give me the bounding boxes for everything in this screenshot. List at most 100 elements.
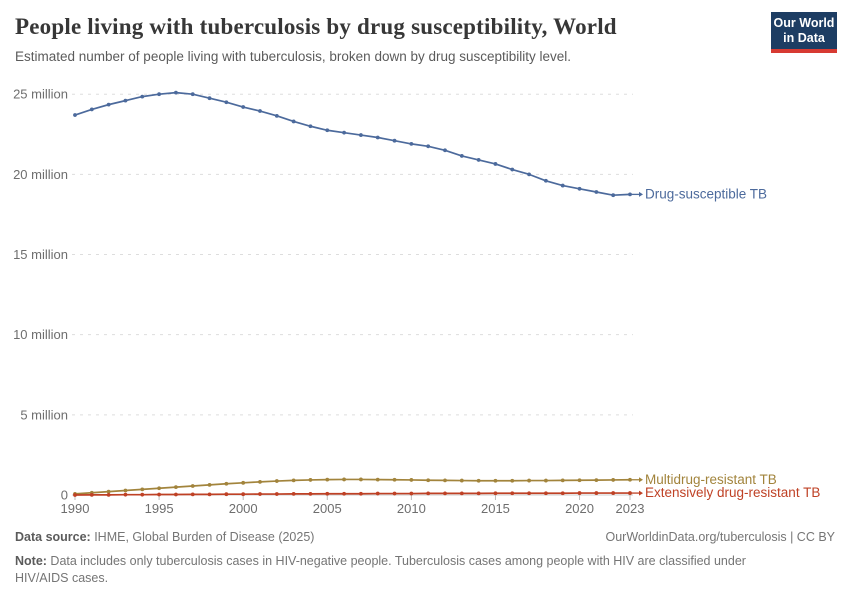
data-point-drug-susceptible-tb-2001 [258,109,262,113]
data-point-extensively-drug-resistant-tb-1992 [106,492,111,497]
data-point-extensively-drug-resistant-tb-1998 [207,492,212,497]
x-axis-tick-label-2005: 2005 [313,501,342,516]
data-point-multidrug-resistant-tb-2013 [459,478,464,483]
y-axis-tick-label-10: 10 million [13,327,68,342]
page-subtitle: Estimated number of people living with t… [15,49,572,64]
data-point-drug-susceptible-tb-2022 [611,193,616,198]
x-axis-tick-label-2023: 2023 [616,501,645,516]
data-point-extensively-drug-resistant-tb-2010 [409,491,414,496]
series-label-multidrug-resistant-tb: Multidrug-resistant TB [645,472,777,487]
data-point-drug-susceptible-tb-2006 [342,130,346,135]
data-point-extensively-drug-resistant-tb-1994 [140,492,145,497]
data-point-drug-susceptible-tb-1998 [207,96,212,101]
data-point-drug-susceptible-tb-2015 [493,162,498,166]
data-point-multidrug-resistant-tb-1996 [174,485,178,490]
series-label-arrow-drug-susceptible-tb [639,191,643,197]
data-point-multidrug-resistant-tb-1995 [157,486,161,491]
data-point-drug-susceptible-tb-2014 [476,158,481,162]
series-line-extensively-drug-resistant-tb [74,492,630,496]
data-point-multidrug-resistant-tb-2003 [291,478,296,483]
y-axis-tick-label-15: 15 million [13,247,68,262]
data-point-multidrug-resistant-tb-2023 [628,477,632,482]
data-point-multidrug-resistant-tb-1999 [224,481,229,486]
data-point-drug-susceptible-tb-2007 [359,133,363,137]
data-point-drug-susceptible-tb-2002 [274,113,279,118]
data-point-drug-susceptible-tb-2021 [594,190,599,194]
data-point-drug-susceptible-tb-2000 [241,105,246,109]
data-source: Data source: IHME, Global Burden of Dise… [15,528,314,546]
data-point-extensively-drug-resistant-tb-2023 [628,491,632,495]
data-point-drug-susceptible-tb-1992 [106,102,111,107]
data-point-drug-susceptible-tb-2010 [409,141,414,146]
data-point-drug-susceptible-tb-2018 [544,178,548,183]
data-point-multidrug-resistant-tb-2006 [342,477,346,482]
data-point-multidrug-resistant-tb-2012 [443,478,447,483]
data-point-multidrug-resistant-tb-2020 [577,478,582,483]
x-axis-tick-label-1990: 1990 [61,501,90,516]
data-point-multidrug-resistant-tb-1997 [190,484,195,488]
series-label-arrow-extensively-drug-resistant-tb [639,490,643,496]
data-point-drug-susceptible-tb-2011 [426,144,431,149]
data-point-extensively-drug-resistant-tb-2019 [560,491,565,496]
logo-line1: Our World [773,16,835,30]
data-point-extensively-drug-resistant-tb-2006 [342,491,346,496]
data-point-multidrug-resistant-tb-2007 [359,477,363,482]
x-axis-tick-label-2010: 2010 [397,501,426,516]
data-point-drug-susceptible-tb-2017 [527,172,531,177]
y-axis-tick-label-0: 0 [61,488,68,503]
data-point-multidrug-resistant-tb-2010 [409,478,414,482]
data-point-drug-susceptible-tb-1995 [157,92,161,97]
data-point-multidrug-resistant-tb-2002 [274,479,279,483]
data-point-drug-susceptible-tb-2013 [459,154,464,158]
data-source-label: Data source: [15,530,91,544]
data-point-extensively-drug-resistant-tb-2017 [527,491,531,496]
data-point-extensively-drug-resistant-tb-2014 [476,491,481,496]
x-axis-tick-label-1995: 1995 [145,501,174,516]
data-point-multidrug-resistant-tb-2011 [426,478,431,483]
data-point-extensively-drug-resistant-tb-2013 [459,491,464,496]
data-point-extensively-drug-resistant-tb-1999 [224,492,229,497]
data-point-extensively-drug-resistant-tb-2020 [577,491,582,495]
data-point-drug-susceptible-tb-2008 [375,135,380,140]
data-point-multidrug-resistant-tb-2021 [594,478,599,482]
data-point-extensively-drug-resistant-tb-2021 [594,491,599,495]
data-point-drug-susceptible-tb-2004 [308,124,313,129]
series-label-extensively-drug-resistant-tb: Extensively drug-resistant TB [645,485,820,500]
data-point-extensively-drug-resistant-tb-2011 [426,491,431,496]
series-line-drug-susceptible-tb [74,91,631,197]
y-axis-tick-label-5: 5 million [20,407,68,422]
data-point-extensively-drug-resistant-tb-1997 [190,492,195,497]
data-point-extensively-drug-resistant-tb-2003 [291,491,296,496]
data-point-extensively-drug-resistant-tb-1993 [123,492,128,497]
attribution: OurWorldinData.org/tuberculosis | CC BY [605,530,836,544]
data-point-extensively-drug-resistant-tb-2005 [325,491,330,496]
data-point-extensively-drug-resistant-tb-2009 [392,491,397,496]
data-point-multidrug-resistant-tb-2019 [560,478,565,483]
data-point-extensively-drug-resistant-tb-2000 [241,492,246,497]
series-label-drug-susceptible-tb: Drug-susceptible TB [645,186,767,201]
data-point-multidrug-resistant-tb-1992 [106,489,111,494]
data-point-drug-susceptible-tb-2005 [325,128,330,133]
data-point-drug-susceptible-tb-2019 [560,183,565,188]
data-point-multidrug-resistant-tb-2001 [258,479,262,484]
data-point-extensively-drug-resistant-tb-2012 [443,491,447,496]
data-point-extensively-drug-resistant-tb-2018 [544,491,548,496]
data-point-extensively-drug-resistant-tb-2004 [308,491,313,496]
footnote-text: Data includes only tuberculosis cases in… [15,554,746,585]
data-point-extensively-drug-resistant-tb-2022 [611,491,616,495]
source-row: Data source: IHME, Global Burden of Dise… [15,528,835,546]
data-point-multidrug-resistant-tb-2000 [241,480,246,485]
data-point-multidrug-resistant-tb-2004 [308,478,313,482]
data-point-multidrug-resistant-tb-2022 [611,478,616,482]
y-axis-tick-label-20: 20 million [13,167,68,182]
data-point-multidrug-resistant-tb-1998 [207,482,212,487]
logo-line2: in Data [783,31,825,45]
data-point-extensively-drug-resistant-tb-1995 [157,492,161,497]
data-point-drug-susceptible-tb-2012 [443,148,447,153]
data-point-multidrug-resistant-tb-2017 [527,478,531,483]
data-point-drug-susceptible-tb-1993 [123,98,128,103]
data-point-extensively-drug-resistant-tb-1996 [174,492,178,497]
data-point-extensively-drug-resistant-tb-2016 [510,491,515,496]
